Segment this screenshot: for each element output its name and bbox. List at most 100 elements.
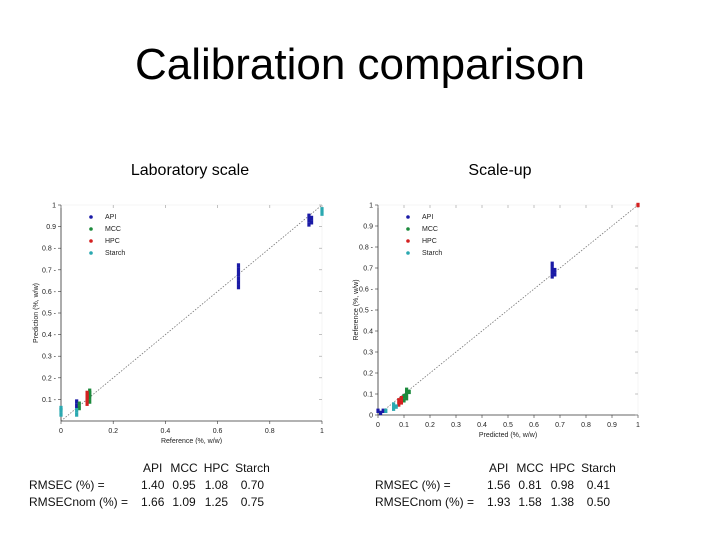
- stats-row-label: RMSEC (%) =: [375, 478, 451, 492]
- slide-title: Calibration comparison: [135, 40, 585, 89]
- y-tick-label: 1: [52, 203, 56, 210]
- data-point-mcc: [77, 401, 81, 406]
- data-point-mcc: [405, 391, 409, 397]
- legend-marker-mcc: [89, 227, 93, 231]
- stats-value: 0.50: [586, 495, 611, 509]
- data-point-starch: [394, 404, 398, 409]
- data-point-starch: [392, 406, 396, 411]
- legend-label: MCC: [422, 226, 438, 233]
- x-tick-label: 0: [376, 422, 380, 429]
- legend-marker-starch: [89, 251, 93, 255]
- legend-label: Starch: [105, 250, 125, 257]
- x-tick-label: 1: [320, 428, 324, 435]
- data-point-api: [379, 410, 383, 416]
- data-point-hpc: [397, 402, 401, 407]
- data-point-mcc: [88, 399, 92, 404]
- y-axis-label: Reference (%, w/w): [353, 279, 360, 340]
- panel-title-lab-scale: Laboratory scale: [130, 162, 250, 179]
- y-tick-label: 0.9: [363, 224, 373, 231]
- chart-scale-up: 0 0.1 0.2 0.3 0.4 0.5 0.6 0.7 0.8 0.9 1 0 0.1 0.2 0.3 0…: [353, 202, 640, 440]
- y-tick-label: 0.5 -: [42, 311, 57, 318]
- y-tick-label: 0.5 -: [359, 308, 374, 315]
- data-point-hpc: [85, 390, 89, 396]
- stats-header: MCC: [516, 461, 544, 475]
- data-point-hpc: [636, 202, 640, 208]
- x-tick-label: 0.4: [477, 422, 487, 429]
- y-tick-label: 0.1: [363, 392, 373, 399]
- stats-header: API: [489, 461, 509, 475]
- data-point-starch: [59, 412, 63, 417]
- data-point-api: [236, 284, 241, 290]
- y-tick-label: 0.3: [363, 350, 373, 357]
- data-point-api: [236, 280, 241, 285]
- data-point-api: [307, 217, 311, 223]
- stats-value: 1.38: [550, 495, 575, 509]
- data-point-api: [307, 222, 311, 227]
- panel-title-scale-up: Scale-up: [468, 162, 532, 179]
- stats-value: 0.95: [172, 478, 196, 492]
- stats-value: 1.40: [141, 478, 165, 492]
- x-tick-label: 0.9: [607, 422, 617, 429]
- stats-value: 1.08: [204, 478, 229, 492]
- x-tick-label: 0.7: [555, 422, 565, 429]
- legend-label: HPC: [422, 238, 437, 245]
- legend-label: API: [105, 214, 116, 221]
- x-tick-label: 0.2: [108, 428, 118, 435]
- data-point-api: [376, 408, 380, 413]
- stats-header: MCC: [170, 461, 198, 475]
- data-point-api: [553, 267, 557, 273]
- x-tick-label: 0.4: [161, 428, 171, 435]
- x-axis-label: Predicted (%, w/w): [479, 432, 537, 439]
- data-point-mcc: [402, 398, 406, 403]
- stats-value: 0.75: [240, 495, 265, 509]
- y-tick-label: 0.4 -: [42, 332, 57, 339]
- data-point-hpc: [399, 400, 403, 405]
- x-axis-label: Reference (%, w/w): [161, 438, 222, 444]
- y-tick-label: 0.2 -: [42, 375, 57, 382]
- x-tick-label: 0.6: [213, 428, 223, 435]
- stats-value: 0.81: [518, 478, 542, 492]
- data-point-api: [550, 265, 554, 271]
- data-point-api: [553, 272, 557, 277]
- data-point-starch: [320, 211, 324, 216]
- legend-label: MCC: [105, 226, 121, 233]
- data-point-api: [75, 403, 79, 409]
- data-point-api: [236, 267, 241, 272]
- legend-label: HPC: [105, 238, 120, 245]
- stats-header: Starch: [581, 461, 616, 475]
- data-point-api: [550, 274, 554, 279]
- y-tick-label: 0.1 -: [42, 397, 57, 404]
- y-tick-label: 0.9: [46, 224, 56, 231]
- legend-marker-mcc: [406, 227, 410, 231]
- legend-marker-hpc: [89, 239, 93, 243]
- data-point-api: [236, 276, 241, 281]
- stats-value: 1.66: [141, 495, 165, 509]
- y-tick-label: 1: [369, 203, 373, 210]
- y-tick-label: 0.3 -: [42, 354, 57, 361]
- data-point-mcc: [407, 389, 411, 395]
- data-point-api: [309, 215, 314, 221]
- plot-frame: [377, 204, 639, 416]
- x-tick-label: 0.1: [399, 422, 409, 429]
- data-point-api: [307, 213, 311, 218]
- y-tick-label: 0.2: [363, 371, 373, 378]
- data-point-mcc: [88, 388, 92, 393]
- data-point-mcc: [402, 393, 406, 399]
- x-tick-label: 0.8: [265, 428, 275, 435]
- legend-marker-api: [89, 215, 93, 219]
- stats-row-label: RMSEC (%) =: [29, 478, 105, 492]
- data-point-hpc: [85, 401, 89, 406]
- stats-scale-up: API MCC HPC Starch RMSEC (%) = 1.56 0.81…: [372, 460, 619, 511]
- stats-value: 1.25: [204, 495, 229, 509]
- y-tick-label: 0.7 -: [42, 267, 57, 274]
- legend-marker-hpc: [406, 239, 410, 243]
- y-tick-label: 0.4: [363, 329, 373, 336]
- x-tick-label: 1: [636, 422, 640, 429]
- data-point-api: [309, 220, 314, 225]
- stats-header: API: [143, 461, 163, 475]
- data-point-mcc: [405, 387, 409, 392]
- data-point-mcc: [405, 396, 409, 401]
- stats-row-label: RMSECnom (%) =: [375, 495, 475, 509]
- data-point-hpc: [399, 396, 403, 401]
- x-tick-label: 0: [59, 428, 63, 435]
